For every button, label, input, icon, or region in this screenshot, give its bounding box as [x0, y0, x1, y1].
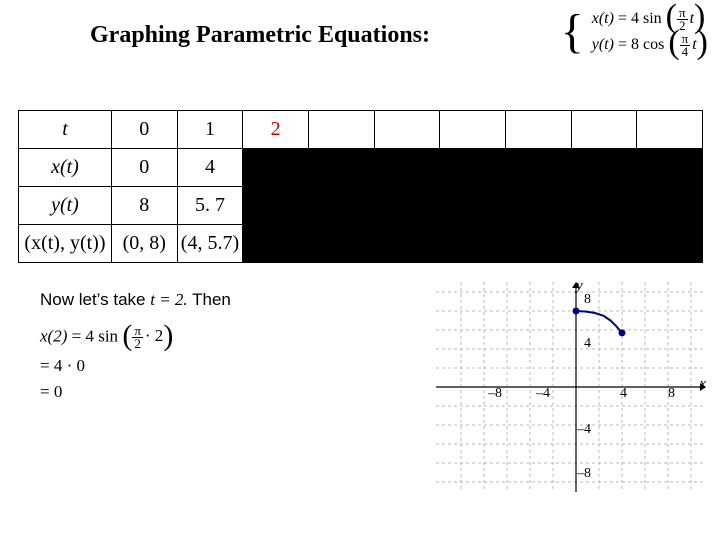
cell-masked: [505, 225, 571, 263]
table-row: x(t) 0 4: [19, 149, 703, 187]
cell-masked: [571, 225, 637, 263]
y-axis-label: y: [576, 278, 583, 295]
cell: 0: [111, 149, 177, 187]
table-row: t 0 1 2: [19, 111, 703, 149]
cell-masked: [571, 149, 637, 187]
cell-masked: [637, 149, 703, 187]
cell-masked: [505, 149, 571, 187]
cell: 4: [177, 149, 243, 187]
cell: (0, 8): [111, 225, 177, 263]
cell-masked: [308, 187, 374, 225]
cell: [308, 111, 374, 149]
cell-masked: [637, 187, 703, 225]
cell-masked: [243, 225, 309, 263]
equation-work: x(2) = 4 sin (π2· 2) = 4 · 0 = 0: [40, 325, 173, 408]
cell-masked: [637, 225, 703, 263]
parametric-definition: { x(t) = 4 sin (π2t) y(t) = 8 cos (π4t): [561, 6, 708, 58]
tick-label: –4: [536, 386, 550, 402]
cell-masked: [374, 225, 440, 263]
cell-masked: [308, 149, 374, 187]
cell-masked: [308, 225, 374, 263]
tick-label: 4: [620, 386, 627, 402]
cell-masked: [374, 149, 440, 187]
cell-masked: [505, 187, 571, 225]
cell: [637, 111, 703, 149]
row-header-x: x(t): [19, 149, 112, 187]
cell: [571, 111, 637, 149]
tick-label: –8: [577, 466, 591, 482]
tick-label: –4: [577, 422, 591, 438]
cell: 5. 7: [177, 187, 243, 225]
value-table: t 0 1 2 x(t) 0 4 y(t) 8 5. 7: [18, 110, 703, 263]
cell: (4, 5.7): [177, 225, 243, 263]
cell: 1: [177, 111, 243, 149]
table-row: y(t) 8 5. 7: [19, 187, 703, 225]
table-row: (x(t), y(t)) (0, 8) (4, 5.7): [19, 225, 703, 263]
cell: 8: [111, 187, 177, 225]
cell-highlight: 2: [243, 111, 309, 149]
graph-svg: [436, 282, 706, 492]
cell: 0: [111, 111, 177, 149]
cell-masked: [571, 187, 637, 225]
cell: [505, 111, 571, 149]
cell: [374, 111, 440, 149]
step-sentence: Now let’s take t = 2. Then: [40, 290, 231, 310]
cell-masked: [440, 225, 506, 263]
row-header-pt: (x(t), y(t)): [19, 225, 112, 263]
cell-masked: [440, 149, 506, 187]
x-axis-label: x: [699, 376, 706, 393]
cell-masked: [374, 187, 440, 225]
cell: [440, 111, 506, 149]
tick-label: 8: [584, 292, 591, 308]
slide-title: Graphing Parametric Equations:: [90, 22, 430, 49]
tick-label: 4: [584, 336, 591, 352]
cell-masked: [243, 149, 309, 187]
row-header-y: y(t): [19, 187, 112, 225]
row-header-t: t: [19, 111, 112, 149]
tick-label: 8: [668, 386, 675, 402]
cell-masked: [440, 187, 506, 225]
cell-masked: [243, 187, 309, 225]
coordinate-graph: y x –8 –4 4 8 8 4 –4 –8: [436, 282, 706, 492]
tick-label: –8: [488, 386, 502, 402]
